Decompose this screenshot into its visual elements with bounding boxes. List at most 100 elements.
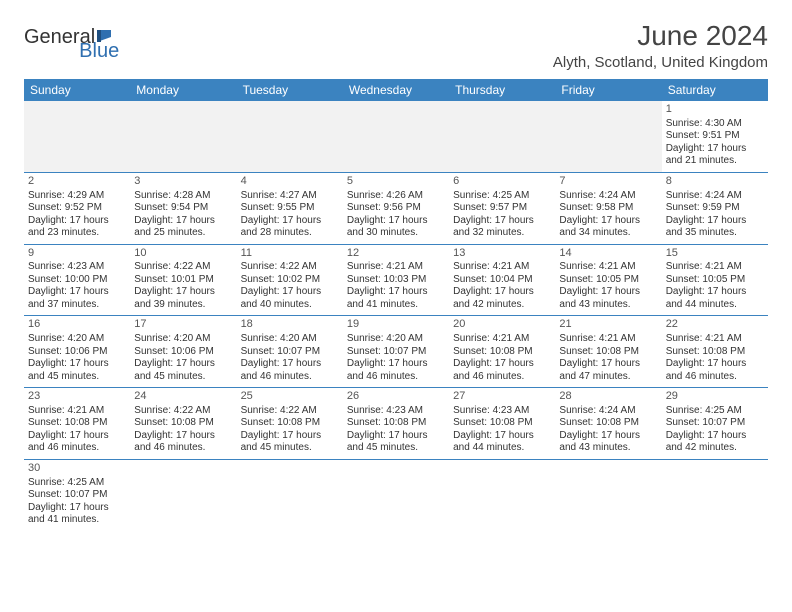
sunrise-text: Sunrise: 4:25 AM bbox=[453, 190, 551, 203]
sunrise-text: Sunrise: 4:20 AM bbox=[28, 333, 126, 346]
sunset-text: Sunset: 10:08 PM bbox=[666, 346, 764, 359]
day-header: Tuesday bbox=[237, 79, 343, 101]
day-number: 20 bbox=[453, 318, 551, 332]
sunset-text: Sunset: 10:07 PM bbox=[666, 417, 764, 430]
sunrise-text: Sunrise: 4:21 AM bbox=[453, 261, 551, 274]
sunrise-text: Sunrise: 4:22 AM bbox=[134, 261, 232, 274]
calendar-cell: 28Sunrise: 4:24 AMSunset: 10:08 PMDaylig… bbox=[555, 388, 661, 459]
sunrise-text: Sunrise: 4:25 AM bbox=[666, 405, 764, 418]
day-number: 15 bbox=[666, 247, 764, 261]
sunrise-text: Sunrise: 4:29 AM bbox=[28, 190, 126, 203]
title-block: June 2024 Alyth, Scotland, United Kingdo… bbox=[553, 20, 768, 71]
day-number: 1 bbox=[666, 103, 764, 117]
calendar-cell: 3Sunrise: 4:28 AMSunset: 9:54 PMDaylight… bbox=[130, 173, 236, 244]
calendar-cell: 23Sunrise: 4:21 AMSunset: 10:08 PMDaylig… bbox=[24, 388, 130, 459]
calendar-cell: 24Sunrise: 4:22 AMSunset: 10:08 PMDaylig… bbox=[130, 388, 236, 459]
day-number: 4 bbox=[241, 175, 339, 189]
calendar-cell-empty bbox=[449, 101, 555, 172]
calendar-cell-empty bbox=[449, 460, 555, 531]
daylight-text: Daylight: 17 hours and 45 minutes. bbox=[134, 358, 232, 383]
calendar-cell-empty bbox=[237, 101, 343, 172]
logo: General Blue bbox=[24, 20, 157, 49]
daylight-text: Daylight: 17 hours and 37 minutes. bbox=[28, 286, 126, 311]
calendar-cell: 4Sunrise: 4:27 AMSunset: 9:55 PMDaylight… bbox=[237, 173, 343, 244]
calendar-week: 9Sunrise: 4:23 AMSunset: 10:00 PMDayligh… bbox=[24, 245, 768, 317]
calendar-week: 23Sunrise: 4:21 AMSunset: 10:08 PMDaylig… bbox=[24, 388, 768, 460]
day-header: Friday bbox=[555, 79, 661, 101]
calendar-cell: 6Sunrise: 4:25 AMSunset: 9:57 PMDaylight… bbox=[449, 173, 555, 244]
sunrise-text: Sunrise: 4:22 AM bbox=[241, 261, 339, 274]
daylight-text: Daylight: 17 hours and 43 minutes. bbox=[559, 430, 657, 455]
sunrise-text: Sunrise: 4:21 AM bbox=[559, 333, 657, 346]
calendar-grid: SundayMondayTuesdayWednesdayThursdayFrid… bbox=[24, 79, 768, 531]
sunset-text: Sunset: 10:05 PM bbox=[666, 274, 764, 287]
calendar-cell: 20Sunrise: 4:21 AMSunset: 10:08 PMDaylig… bbox=[449, 316, 555, 387]
calendar-cell: 8Sunrise: 4:24 AMSunset: 9:59 PMDaylight… bbox=[662, 173, 768, 244]
daylight-text: Daylight: 17 hours and 46 minutes. bbox=[666, 358, 764, 383]
sunset-text: Sunset: 10:07 PM bbox=[347, 346, 445, 359]
sunset-text: Sunset: 9:51 PM bbox=[666, 130, 764, 143]
day-number: 3 bbox=[134, 175, 232, 189]
calendar-cell-empty bbox=[130, 460, 236, 531]
sunrise-text: Sunrise: 4:21 AM bbox=[666, 333, 764, 346]
calendar-cell: 16Sunrise: 4:20 AMSunset: 10:06 PMDaylig… bbox=[24, 316, 130, 387]
daylight-text: Daylight: 17 hours and 23 minutes. bbox=[28, 215, 126, 240]
daylight-text: Daylight: 17 hours and 35 minutes. bbox=[666, 215, 764, 240]
day-number: 12 bbox=[347, 247, 445, 261]
calendar-week: 2Sunrise: 4:29 AMSunset: 9:52 PMDaylight… bbox=[24, 173, 768, 245]
day-header: Sunday bbox=[24, 79, 130, 101]
sunset-text: Sunset: 10:06 PM bbox=[28, 346, 126, 359]
daylight-text: Daylight: 17 hours and 45 minutes. bbox=[241, 430, 339, 455]
sunset-text: Sunset: 10:04 PM bbox=[453, 274, 551, 287]
calendar-cell-empty bbox=[24, 101, 130, 172]
sunrise-text: Sunrise: 4:30 AM bbox=[666, 118, 764, 131]
calendar-cell: 2Sunrise: 4:29 AMSunset: 9:52 PMDaylight… bbox=[24, 173, 130, 244]
page-header: General Blue June 2024 Alyth, Scotland, … bbox=[24, 20, 768, 71]
day-number: 23 bbox=[28, 390, 126, 404]
day-number: 18 bbox=[241, 318, 339, 332]
day-number: 11 bbox=[241, 247, 339, 261]
day-number: 6 bbox=[453, 175, 551, 189]
sunrise-text: Sunrise: 4:20 AM bbox=[241, 333, 339, 346]
location-text: Alyth, Scotland, United Kingdom bbox=[553, 54, 768, 71]
daylight-text: Daylight: 17 hours and 44 minutes. bbox=[666, 286, 764, 311]
calendar-cell-empty bbox=[343, 101, 449, 172]
sunrise-text: Sunrise: 4:26 AM bbox=[347, 190, 445, 203]
daylight-text: Daylight: 17 hours and 32 minutes. bbox=[453, 215, 551, 240]
sunset-text: Sunset: 9:54 PM bbox=[134, 202, 232, 215]
day-number: 17 bbox=[134, 318, 232, 332]
calendar-cell-empty bbox=[237, 460, 343, 531]
calendar-cell: 17Sunrise: 4:20 AMSunset: 10:06 PMDaylig… bbox=[130, 316, 236, 387]
day-number: 24 bbox=[134, 390, 232, 404]
calendar-cell-empty bbox=[662, 460, 768, 531]
day-number: 19 bbox=[347, 318, 445, 332]
day-number: 14 bbox=[559, 247, 657, 261]
calendar-cell: 14Sunrise: 4:21 AMSunset: 10:05 PMDaylig… bbox=[555, 245, 661, 316]
calendar-cell: 27Sunrise: 4:23 AMSunset: 10:08 PMDaylig… bbox=[449, 388, 555, 459]
day-number: 28 bbox=[559, 390, 657, 404]
sunset-text: Sunset: 10:08 PM bbox=[241, 417, 339, 430]
day-header: Wednesday bbox=[343, 79, 449, 101]
calendar-cell: 5Sunrise: 4:26 AMSunset: 9:56 PMDaylight… bbox=[343, 173, 449, 244]
daylight-text: Daylight: 17 hours and 40 minutes. bbox=[241, 286, 339, 311]
calendar-cell: 13Sunrise: 4:21 AMSunset: 10:04 PMDaylig… bbox=[449, 245, 555, 316]
day-number: 5 bbox=[347, 175, 445, 189]
daylight-text: Daylight: 17 hours and 45 minutes. bbox=[28, 358, 126, 383]
daylight-text: Daylight: 17 hours and 41 minutes. bbox=[347, 286, 445, 311]
sunset-text: Sunset: 10:08 PM bbox=[453, 417, 551, 430]
day-header: Monday bbox=[130, 79, 236, 101]
sunset-text: Sunset: 10:06 PM bbox=[134, 346, 232, 359]
day-number: 16 bbox=[28, 318, 126, 332]
sunset-text: Sunset: 10:08 PM bbox=[347, 417, 445, 430]
sunrise-text: Sunrise: 4:20 AM bbox=[134, 333, 232, 346]
daylight-text: Daylight: 17 hours and 42 minutes. bbox=[666, 430, 764, 455]
daylight-text: Daylight: 17 hours and 46 minutes. bbox=[28, 430, 126, 455]
sunset-text: Sunset: 10:00 PM bbox=[28, 274, 126, 287]
calendar-cell: 26Sunrise: 4:23 AMSunset: 10:08 PMDaylig… bbox=[343, 388, 449, 459]
daylight-text: Daylight: 17 hours and 28 minutes. bbox=[241, 215, 339, 240]
sunrise-text: Sunrise: 4:23 AM bbox=[28, 261, 126, 274]
weeks-container: 1Sunrise: 4:30 AMSunset: 9:51 PM Daylight… bbox=[24, 101, 768, 531]
day-headers-row: SundayMondayTuesdayWednesdayThursdayFrid… bbox=[24, 79, 768, 101]
sunset-text: Sunset: 10:02 PM bbox=[241, 274, 339, 287]
month-title: June 2024 bbox=[553, 20, 768, 52]
